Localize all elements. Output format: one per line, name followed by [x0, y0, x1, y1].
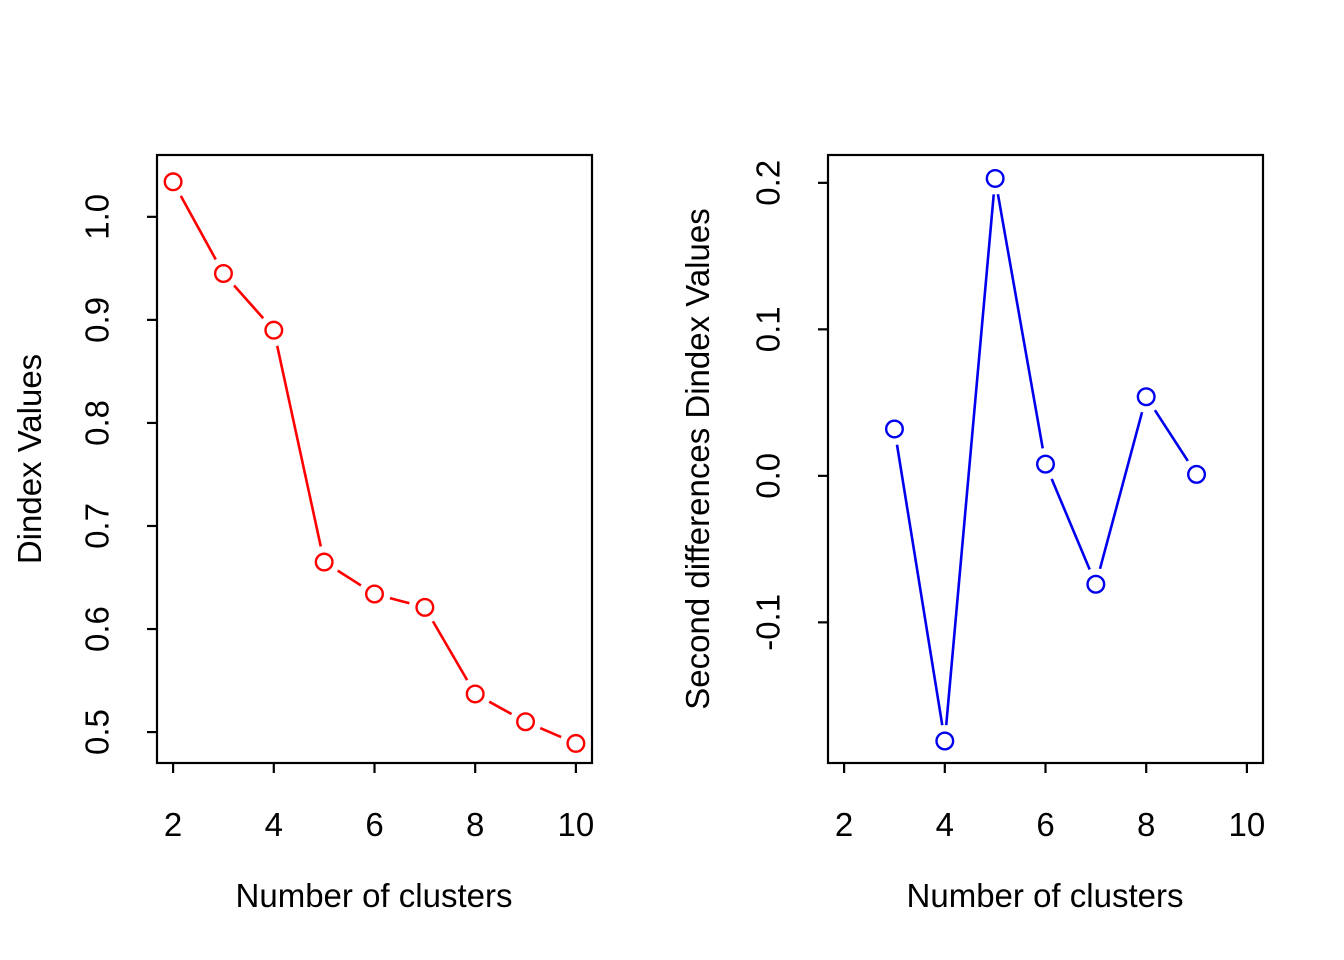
- data-point-marker: [985, 168, 1005, 188]
- x-axis-tick-label: 6: [365, 806, 383, 843]
- plot-box: [826, 153, 1265, 765]
- x-axis-tick-label: 2: [164, 806, 182, 843]
- data-point-marker: [1136, 387, 1156, 407]
- series-line-segment: [1050, 478, 1091, 571]
- series-line-segment: [1153, 409, 1189, 462]
- series-line-segment: [996, 193, 1045, 449]
- data-point-marker: [516, 712, 536, 732]
- data-point-marker: [1187, 464, 1207, 484]
- x-axis-tick-label: 8: [466, 806, 484, 843]
- data-point-marker: [884, 419, 904, 439]
- left-y-axis-title: Dindex Values: [11, 353, 48, 565]
- series-line-segment: [275, 345, 323, 547]
- x-axis-tick-label: 4: [936, 806, 954, 843]
- y-axis-tick-label: 0.5: [79, 709, 116, 755]
- y-axis-tick-label: 0.8: [79, 400, 116, 446]
- y-axis-tick-label: 1.0: [79, 194, 116, 240]
- data-point-marker: [566, 733, 586, 753]
- series-line-segment: [539, 726, 562, 739]
- data-point-marker: [1086, 574, 1106, 594]
- data-point-marker: [415, 597, 435, 617]
- series-line-segment: [431, 620, 469, 681]
- series-line-segment: [389, 596, 410, 605]
- x-axis-tick-label: 2: [835, 806, 853, 843]
- y-axis-tick-label: 0.2: [750, 160, 787, 206]
- series-line-segment: [233, 284, 265, 320]
- y-axis-tick-label: 0.1: [750, 306, 787, 352]
- data-point-marker: [314, 552, 334, 572]
- data-point-marker: [1035, 454, 1055, 474]
- y-axis-tick-label: 0.6: [79, 606, 116, 652]
- y-axis-tick-label: 0.0: [750, 453, 787, 499]
- right-y-axis-title: Second differences Dindex Values: [679, 208, 716, 710]
- data-point-marker: [163, 172, 183, 192]
- data-point-marker: [213, 264, 233, 284]
- series-line-segment: [179, 195, 217, 261]
- x-axis-tick-label: 4: [265, 806, 283, 843]
- x-axis-tick-label: 10: [558, 806, 595, 843]
- y-axis-tick-label: 0.9: [79, 297, 116, 343]
- series-line-segment: [895, 444, 944, 726]
- y-axis-tick-label: 0.7: [79, 503, 116, 549]
- x-axis-tick-label: 10: [1229, 806, 1266, 843]
- series-line-segment: [488, 700, 513, 716]
- y-axis-tick-label: -0.1: [750, 594, 787, 651]
- data-point-marker: [935, 731, 955, 751]
- x-axis-tick-label: 8: [1137, 806, 1155, 843]
- left-x-axis-title: Number of clusters: [235, 877, 513, 914]
- plot-box: [155, 153, 594, 765]
- data-point-marker: [365, 584, 385, 604]
- series-line-segment: [1098, 411, 1144, 570]
- right-x-axis-title: Number of clusters: [906, 877, 1184, 914]
- second-differences-plot: 2 4 6 8 10 -0.1 0.0 0.1 0.2: [750, 153, 1266, 843]
- dindex-plot: 2 4 6 8 10 0.5 0.6 0.7 0.8 0.9 1.0: [79, 153, 595, 843]
- x-axis-tick-label: 6: [1036, 806, 1054, 843]
- data-point-marker: [264, 320, 284, 340]
- series-line-segment: [336, 569, 362, 587]
- data-point-marker: [465, 684, 485, 704]
- series-line-segment: [944, 194, 996, 726]
